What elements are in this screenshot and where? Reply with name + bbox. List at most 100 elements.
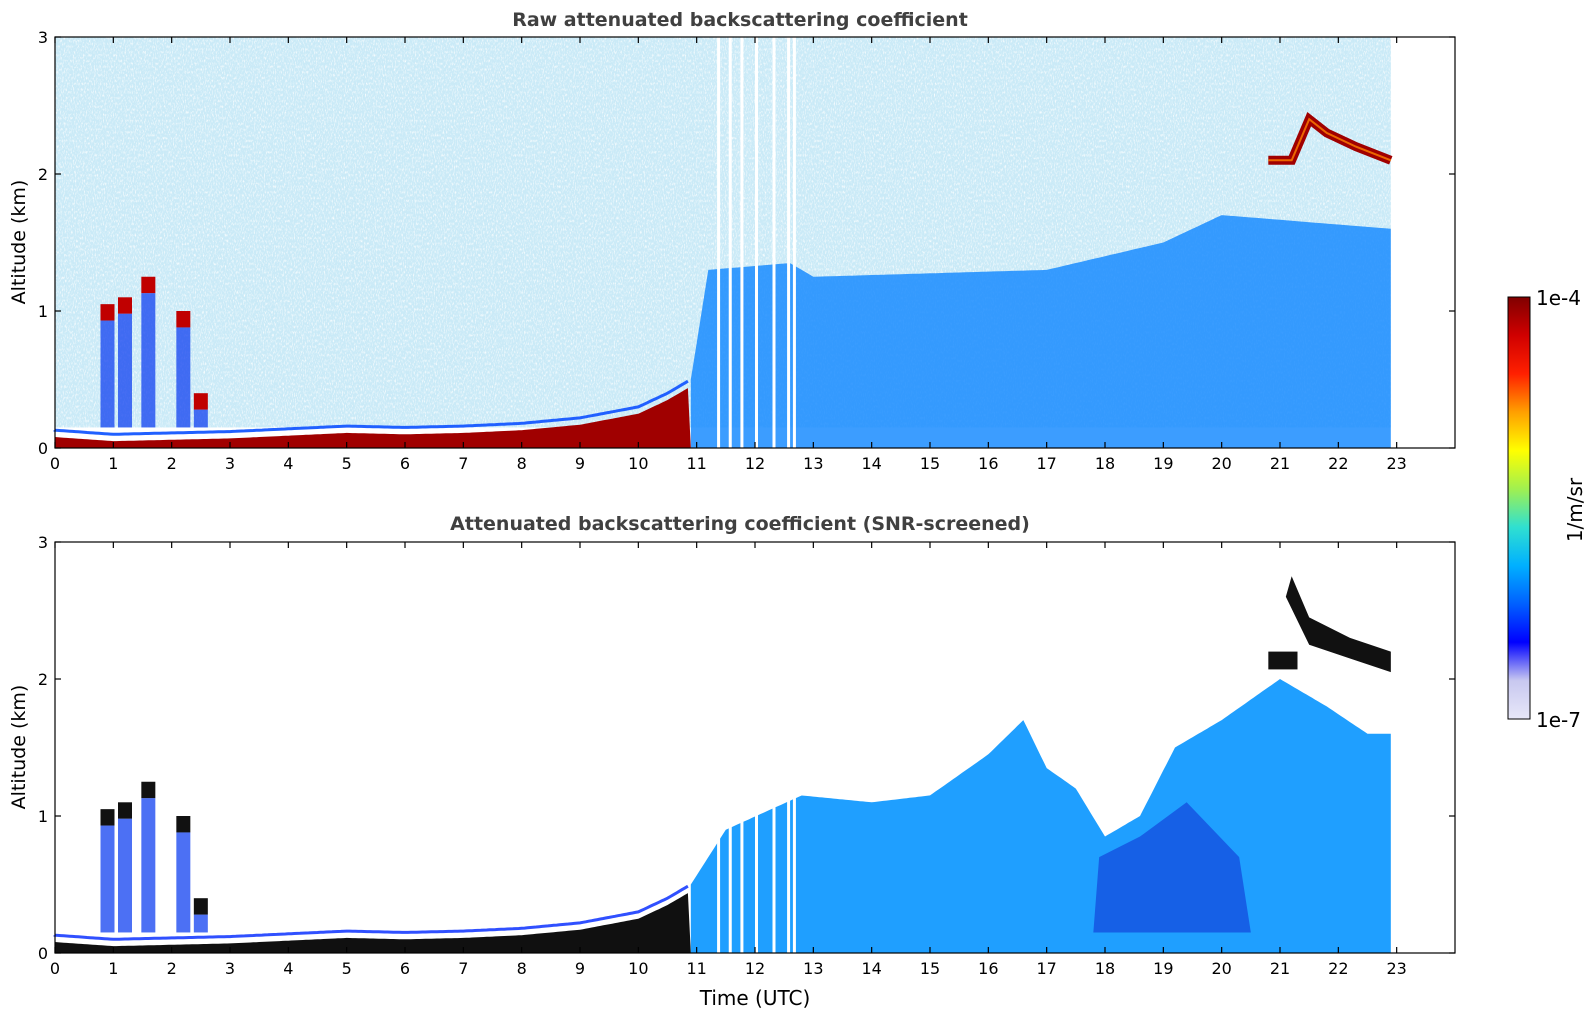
data-gap (792, 37, 796, 448)
data-gap (787, 542, 791, 953)
x-tick-label: 23 (1386, 959, 1406, 978)
x-tick-label: 20 (1211, 959, 1231, 978)
y-tick-label: 2 (38, 670, 48, 689)
x-tick-label: 4 (283, 454, 293, 473)
colorbar-unit-label: 1/m/sr (1563, 477, 1587, 542)
data-gap (717, 37, 721, 448)
x-tick-label: 13 (803, 454, 823, 473)
data-gap (728, 37, 732, 448)
mixed-layer (690, 215, 1391, 448)
surface-layer-edge (53, 379, 689, 436)
data-gap (740, 542, 744, 953)
x-tick-label: 12 (745, 959, 765, 978)
data-gap (772, 37, 776, 448)
x-tick-label: 7 (458, 454, 468, 473)
low-signal-patch (1093, 802, 1251, 933)
low-cloud (176, 311, 191, 328)
x-tick-label: 16 (978, 454, 998, 473)
x-tick-label: 5 (342, 959, 352, 978)
upper-cloud (1285, 576, 1391, 673)
data-gap (740, 37, 744, 448)
x-tick-label: 11 (686, 959, 706, 978)
x-tick-label: 6 (400, 959, 410, 978)
x-tick-label: 18 (1095, 959, 1115, 978)
x-tick-label: 0 (50, 454, 60, 473)
x-tick-label: 15 (920, 454, 940, 473)
panel-title: Raw attenuated backscattering coefficien… (512, 9, 968, 31)
axis-ticks: 0 1 2 3 4 5 6 7 8 9 10 11 12 13 14 15 16 17 18 19 20 21 22 2301… (38, 533, 1455, 978)
x-tick-label: 14 (861, 454, 881, 473)
x-tick-label: 19 (1153, 454, 1173, 473)
panel-title: Attenuated backscattering coefficient (S… (450, 513, 1030, 535)
x-tick-label: 8 (517, 454, 527, 473)
x-axis-label: Time (UTC) (699, 986, 811, 1010)
x-tick-label: 15 (920, 959, 940, 978)
x-tick-label: 1 (108, 454, 118, 473)
x-tick-label: 10 (628, 454, 648, 473)
y-axis-label: Altitude (km) (8, 180, 30, 305)
x-tick-label: 22 (1328, 454, 1348, 473)
y-tick-label: 3 (38, 28, 48, 47)
data-gap (755, 37, 758, 448)
x-tick-label: 17 (1036, 959, 1056, 978)
x-tick-label: 11 (686, 454, 706, 473)
cloud-shadow (100, 825, 115, 933)
data-gap (717, 542, 721, 953)
colorbar: 1e-4 1e-7 1/m/sr (1507, 286, 1587, 732)
low-cloud (141, 276, 156, 294)
low-cloud (100, 304, 115, 321)
y-tick-label: 0 (38, 944, 48, 963)
heatmap-area (53, 542, 1391, 953)
low-cloud (100, 809, 115, 826)
x-tick-label: 19 (1153, 959, 1173, 978)
x-tick-label: 5 (342, 454, 352, 473)
low-cloud (118, 802, 132, 819)
y-tick-label: 1 (38, 807, 48, 826)
surface-layer (55, 893, 691, 953)
data-gap (772, 542, 776, 953)
x-tick-label: 6 (400, 454, 410, 473)
x-tick-label: 8 (517, 959, 527, 978)
upper-cloud-base (1268, 651, 1298, 670)
x-tick-label: 23 (1386, 454, 1406, 473)
x-tick-label: 10 (628, 959, 648, 978)
x-tick-label: 13 (803, 959, 823, 978)
colorbar-max-label: 1e-4 (1536, 286, 1581, 310)
surface-layer (55, 388, 691, 448)
upper-cloud-edge (1268, 117, 1392, 162)
cloud-shadow (118, 313, 132, 428)
colorbar-scale (1507, 296, 1531, 720)
low-cloud (193, 898, 208, 915)
x-tick-label: 1 (108, 959, 118, 978)
x-tick-label: 9 (575, 959, 585, 978)
x-tick-label: 20 (1211, 454, 1231, 473)
x-tick-label: 7 (458, 959, 468, 978)
snr-screened-panel: Attenuated backscattering coefficient (S… (8, 513, 1456, 978)
cloud-shadow (193, 914, 208, 933)
cloud-shadow (141, 293, 156, 428)
y-tick-label: 2 (38, 165, 48, 184)
data-gap (755, 542, 758, 953)
x-tick-label: 4 (283, 959, 293, 978)
y-tick-label: 3 (38, 533, 48, 552)
y-tick-label: 1 (38, 302, 48, 321)
y-tick-label: 0 (38, 439, 48, 458)
x-tick-label: 3 (225, 454, 235, 473)
axis-ticks: 0 1 2 3 4 5 6 7 8 9 10 11 12 13 14 15 16 17 18 19 20 21 22 2301… (38, 28, 1455, 473)
x-tick-label: 17 (1036, 454, 1056, 473)
data-gap (728, 542, 732, 953)
cloud-shadow (118, 818, 132, 933)
x-tick-label: 21 (1270, 454, 1290, 473)
x-tick-label: 3 (225, 959, 235, 978)
heatmap-area (53, 37, 1393, 448)
low-cloud (176, 816, 191, 833)
x-tick-label: 18 (1095, 454, 1115, 473)
data-gap (792, 542, 796, 953)
cloud-shadow (100, 320, 115, 428)
cloud-shadow (193, 409, 208, 428)
x-tick-label: 2 (167, 454, 177, 473)
raw-backscatter-panel: Raw attenuated backscattering coefficien… (8, 9, 1456, 473)
y-axis-label: Altitude (km) (8, 685, 30, 810)
x-tick-label: 22 (1328, 959, 1348, 978)
